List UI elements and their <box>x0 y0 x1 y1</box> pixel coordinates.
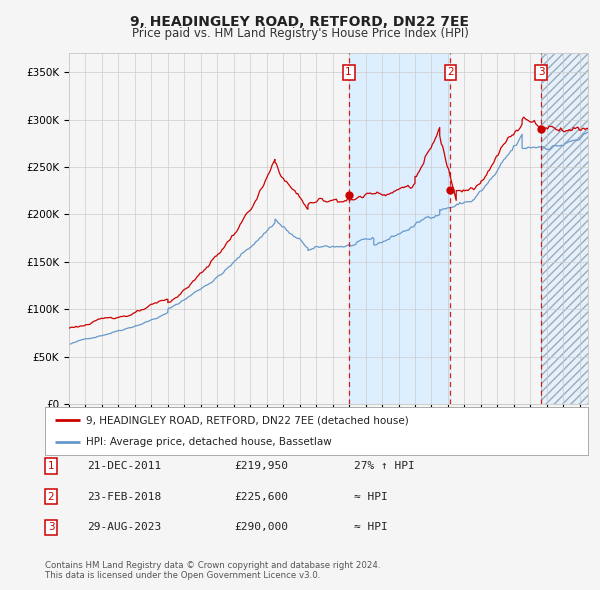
Text: £225,600: £225,600 <box>234 492 288 502</box>
Text: 29-AUG-2023: 29-AUG-2023 <box>87 523 161 532</box>
Bar <box>349 53 451 404</box>
Text: 27% ↑ HPI: 27% ↑ HPI <box>354 461 415 471</box>
Text: 1: 1 <box>47 461 55 471</box>
Text: Contains HM Land Registry data © Crown copyright and database right 2024.: Contains HM Land Registry data © Crown c… <box>45 560 380 569</box>
Text: HPI: Average price, detached house, Bassetlaw: HPI: Average price, detached house, Bass… <box>86 437 331 447</box>
Text: £219,950: £219,950 <box>234 461 288 471</box>
Text: 23-FEB-2018: 23-FEB-2018 <box>87 492 161 502</box>
Text: Price paid vs. HM Land Registry's House Price Index (HPI): Price paid vs. HM Land Registry's House … <box>131 27 469 40</box>
Text: 1: 1 <box>345 67 352 77</box>
Text: 9, HEADINGLEY ROAD, RETFORD, DN22 7EE (detached house): 9, HEADINGLEY ROAD, RETFORD, DN22 7EE (d… <box>86 415 409 425</box>
Text: 3: 3 <box>47 523 55 532</box>
Text: 2: 2 <box>47 492 55 502</box>
Text: 3: 3 <box>538 67 544 77</box>
Text: This data is licensed under the Open Government Licence v3.0.: This data is licensed under the Open Gov… <box>45 571 320 579</box>
Bar <box>541 53 588 404</box>
Text: 2: 2 <box>447 67 454 77</box>
Text: ≈ HPI: ≈ HPI <box>354 492 388 502</box>
Bar <box>541 53 588 404</box>
Text: 21-DEC-2011: 21-DEC-2011 <box>87 461 161 471</box>
Text: 9, HEADINGLEY ROAD, RETFORD, DN22 7EE: 9, HEADINGLEY ROAD, RETFORD, DN22 7EE <box>131 15 470 30</box>
Text: £290,000: £290,000 <box>234 523 288 532</box>
Text: ≈ HPI: ≈ HPI <box>354 523 388 532</box>
